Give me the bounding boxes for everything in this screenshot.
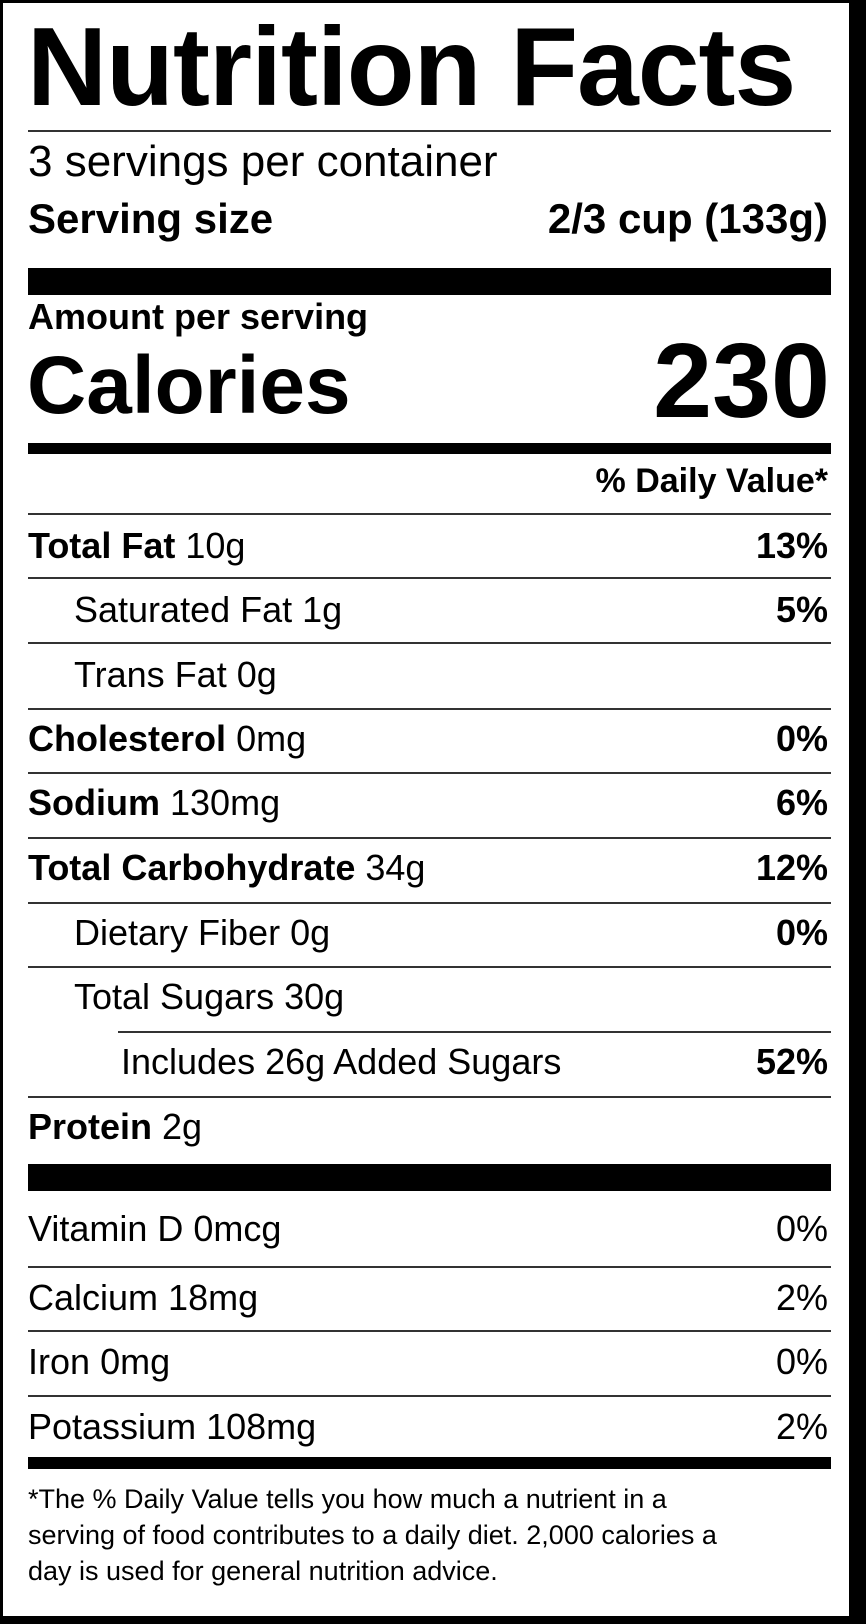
vitamin-name: Iron bbox=[28, 1341, 91, 1382]
vitamin-dv: 2% bbox=[775, 1277, 828, 1318]
nutrient-amount: 0mg bbox=[236, 718, 307, 759]
nutrient-amount: 10g bbox=[185, 525, 246, 566]
vitamin-dv: 0% bbox=[775, 1341, 828, 1382]
nutrient-dv: 5% bbox=[775, 589, 828, 630]
nutrient-name: Dietary Fiber bbox=[74, 912, 281, 953]
divider-hairline bbox=[28, 642, 831, 644]
divider-hairline-short bbox=[118, 1031, 831, 1033]
serving-size-value: 2/3 cup (133g) bbox=[547, 195, 828, 242]
nutrient-name: Cholesterol bbox=[28, 718, 227, 759]
divider-hairline bbox=[28, 966, 831, 968]
nutrient-amount: 130mg bbox=[170, 782, 281, 823]
divider-hairline bbox=[28, 1266, 831, 1268]
nutrient-amount: 1g bbox=[302, 589, 343, 630]
vitamin-amount: 108mg bbox=[206, 1406, 317, 1447]
nutrient-amount: 34g bbox=[365, 847, 426, 888]
calories-label: Calories bbox=[27, 340, 351, 431]
footnote: *The % Daily Value tells you how much a … bbox=[28, 1481, 717, 1589]
divider-medium bbox=[28, 1457, 831, 1469]
vitamin-name: Calcium bbox=[28, 1277, 159, 1318]
divider-medium bbox=[28, 443, 831, 454]
nutrient-amount: 30g bbox=[284, 976, 345, 1017]
divider-hairline bbox=[28, 513, 831, 515]
daily-value-header: % Daily Value* bbox=[595, 462, 828, 500]
divider-hairline bbox=[28, 1395, 831, 1397]
nutrient-amount: 2g bbox=[162, 1106, 203, 1147]
divider-hairline bbox=[28, 577, 831, 579]
nutrient-name: Protein bbox=[28, 1106, 153, 1147]
nutrient-dv: 0% bbox=[775, 912, 828, 953]
divider-hairline bbox=[28, 1330, 831, 1332]
vitamin-amount: 18mg bbox=[168, 1277, 259, 1318]
nutrient-dv: 13% bbox=[755, 525, 828, 566]
divider-thick bbox=[28, 268, 831, 295]
nutrient-dv: 6% bbox=[775, 782, 828, 823]
divider-hairline bbox=[28, 772, 831, 774]
nutrient-name: Includes 26g Added Sugars bbox=[121, 1041, 562, 1082]
vitamin-dv: 2% bbox=[775, 1406, 828, 1447]
nutrient-name: Total Fat bbox=[28, 525, 176, 566]
nutrient-amount: 0g bbox=[290, 912, 331, 953]
vitamin-dv: 0% bbox=[775, 1208, 828, 1249]
vitamin-name: Potassium bbox=[28, 1406, 197, 1447]
divider-hairline bbox=[28, 837, 831, 839]
footnote-line: day is used for general nutrition advice… bbox=[28, 1556, 498, 1586]
nutrient-name: Sodium bbox=[28, 782, 160, 823]
nutrient-name: Total Carbohydrate bbox=[28, 847, 356, 888]
vitamin-amount: 0mg bbox=[100, 1341, 171, 1382]
nutrient-dv: 52% bbox=[755, 1041, 828, 1082]
nutrient-name: Total Sugars bbox=[74, 976, 275, 1017]
servings-per-container: 3 servings per container bbox=[28, 137, 498, 186]
nutrient-name: Trans Fat bbox=[74, 654, 227, 695]
footnote-line: *The % Daily Value tells you how much a … bbox=[28, 1484, 667, 1514]
amount-per-serving: Amount per serving bbox=[28, 296, 369, 337]
calories-value: 230 bbox=[653, 322, 830, 440]
vitamin-amount: 0mcg bbox=[193, 1208, 282, 1249]
footnote-line: serving of food contributes to a daily d… bbox=[28, 1520, 717, 1550]
vitamin-name: Vitamin D bbox=[28, 1208, 184, 1249]
nutrient-amount: 0g bbox=[236, 654, 277, 695]
nutrient-name: Saturated Fat bbox=[74, 589, 293, 630]
divider-hairline bbox=[28, 130, 831, 132]
label-title: Nutrition Facts bbox=[27, 5, 796, 129]
divider-thick bbox=[28, 1164, 831, 1191]
divider-hairline bbox=[28, 902, 831, 904]
nutrient-dv: 0% bbox=[775, 718, 828, 759]
divider-hairline bbox=[28, 708, 831, 710]
divider-hairline bbox=[28, 1096, 831, 1098]
nutrition-facts-label: Nutrition Facts 3 servings per container… bbox=[3, 3, 849, 1616]
nutrient-dv: 12% bbox=[755, 847, 828, 888]
serving-size-label: Serving size bbox=[28, 195, 274, 242]
